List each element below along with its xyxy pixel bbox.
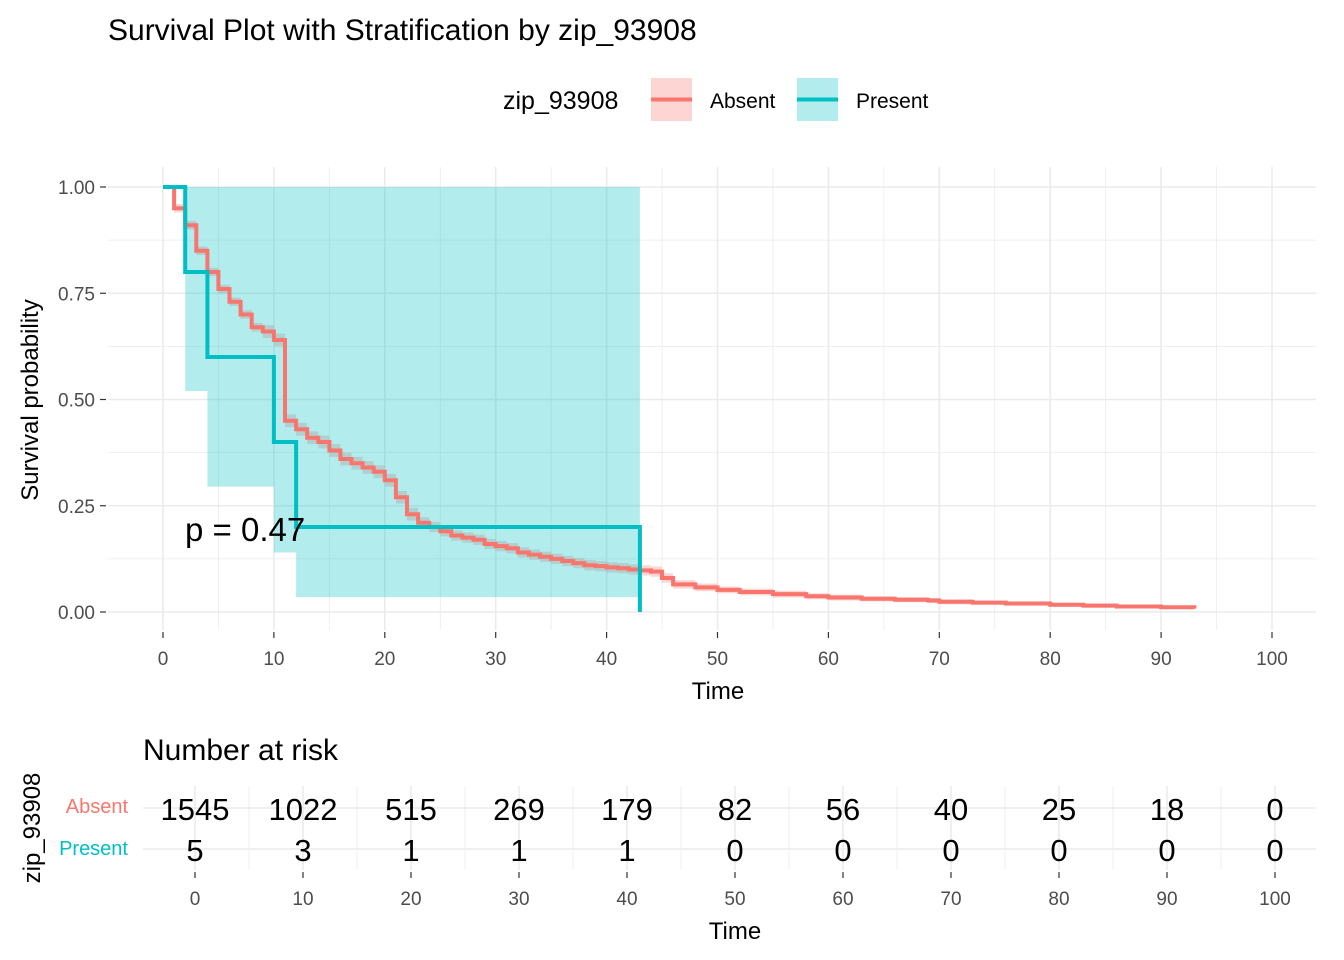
- risk-x-tick-label: 30: [508, 889, 529, 910]
- survival-curves: [163, 185, 1197, 612]
- legend-title: zip_93908: [503, 87, 618, 115]
- risk-cell-present: 0: [1158, 833, 1175, 868]
- y-tick-label: 0.00: [58, 603, 95, 624]
- risk-cell-present: 5: [186, 833, 203, 868]
- risk-cell-present: 1: [510, 833, 527, 868]
- risk-x-tick-label: 40: [616, 889, 637, 910]
- y-tick-label: 0.75: [58, 284, 95, 305]
- risk-cell-absent: 1022: [269, 792, 338, 827]
- main-gridlines: [108, 167, 1316, 630]
- y-axis-ticks: 0.00 0.25 0.50 0.75 1.00: [58, 178, 106, 624]
- risk-cell-present: 0: [1266, 833, 1283, 868]
- risk-x-tick-label: 10: [292, 889, 313, 910]
- risk-table-title: Number at risk: [143, 734, 339, 767]
- y-axis-label: Survival probability: [17, 299, 44, 500]
- survival-curve-present: [163, 185, 642, 612]
- risk-cell-absent: 56: [826, 792, 860, 827]
- x-tick-label: 40: [596, 649, 617, 670]
- x-axis-label: Time: [692, 678, 744, 705]
- x-tick-label: 70: [929, 649, 950, 670]
- risk-x-tick-label: 100: [1259, 889, 1291, 910]
- risk-cell-absent: 1545: [161, 792, 230, 827]
- risk-y-axis-label: zip_93908: [19, 773, 46, 884]
- risk-cell-present: 0: [1050, 833, 1067, 868]
- risk-cell-absent: 269: [493, 792, 545, 827]
- risk-cell-present: 1: [618, 833, 635, 868]
- risk-x-tick-label: 80: [1048, 889, 1069, 910]
- y-tick-label: 0.25: [58, 497, 95, 518]
- risk-cell-absent: 0: [1266, 792, 1283, 827]
- risk-table-cells: 1545 1022 515 269 179 82 56 40 25 18 0 5 3 1 1 1 0 0 0 0 0 0: [161, 792, 1284, 868]
- risk-cell-present: 0: [942, 833, 959, 868]
- p-value-annotation: p = 0.47: [185, 511, 305, 548]
- risk-table-gridlines: [143, 786, 1316, 870]
- risk-cell-absent: 18: [1150, 792, 1184, 827]
- risk-cell-absent: 82: [718, 792, 752, 827]
- risk-cell-present: 0: [726, 833, 743, 868]
- y-tick-label: 1.00: [58, 178, 95, 199]
- x-tick-label: 80: [1040, 649, 1061, 670]
- legend: zip_93908 Absent Present: [503, 78, 929, 121]
- legend-label-present: Present: [856, 90, 929, 113]
- risk-cell-absent: 40: [934, 792, 968, 827]
- x-tick-label: 0: [158, 649, 169, 670]
- risk-x-axis-label: Time: [709, 918, 761, 945]
- x-tick-label: 10: [263, 649, 284, 670]
- risk-cell-absent: 25: [1042, 792, 1076, 827]
- legend-item-present: Present: [797, 78, 929, 121]
- y-tick-label: 0.50: [58, 391, 95, 412]
- risk-table: Number at risk Absent Present 1545 1022 51…: [19, 734, 1316, 945]
- risk-cell-absent: 179: [601, 792, 653, 827]
- risk-x-axis-ticks: 0 10 20 30 40 50 60 70 80 90 100: [190, 872, 1291, 910]
- x-tick-label: 100: [1256, 649, 1288, 670]
- x-tick-label: 60: [818, 649, 839, 670]
- legend-label-absent: Absent: [710, 90, 776, 113]
- risk-x-tick-label: 70: [940, 889, 961, 910]
- x-tick-label: 90: [1151, 649, 1172, 670]
- confidence-bands: [163, 187, 1195, 611]
- risk-row-label-present: Present: [59, 838, 128, 860]
- survival-panel: 0.00 0.25 0.50 0.75 1.00 0 10 20 30 40 50 60 70 80 90…: [17, 167, 1316, 705]
- risk-x-tick-label: 60: [832, 889, 853, 910]
- legend-item-absent: Absent: [651, 78, 776, 121]
- chart-title: Survival Plot with Stratification by zip…: [108, 14, 697, 47]
- ci-band-present: [163, 187, 640, 598]
- risk-cell-present: 1: [402, 833, 419, 868]
- risk-x-tick-label: 0: [190, 889, 201, 910]
- x-tick-label: 50: [707, 649, 728, 670]
- x-axis-ticks: 0 10 20 30 40 50 60 70 80 90 100: [158, 632, 1288, 670]
- risk-cell-absent: 515: [385, 792, 437, 827]
- survival-curve-absent: [163, 185, 1197, 610]
- x-tick-label: 20: [374, 649, 395, 670]
- x-tick-label: 30: [485, 649, 506, 670]
- risk-row-label-absent: Absent: [66, 796, 129, 818]
- risk-x-tick-label: 90: [1156, 889, 1177, 910]
- risk-cell-present: 0: [834, 833, 851, 868]
- risk-cell-present: 3: [294, 833, 311, 868]
- risk-x-tick-label: 50: [724, 889, 745, 910]
- risk-x-tick-label: 20: [400, 889, 421, 910]
